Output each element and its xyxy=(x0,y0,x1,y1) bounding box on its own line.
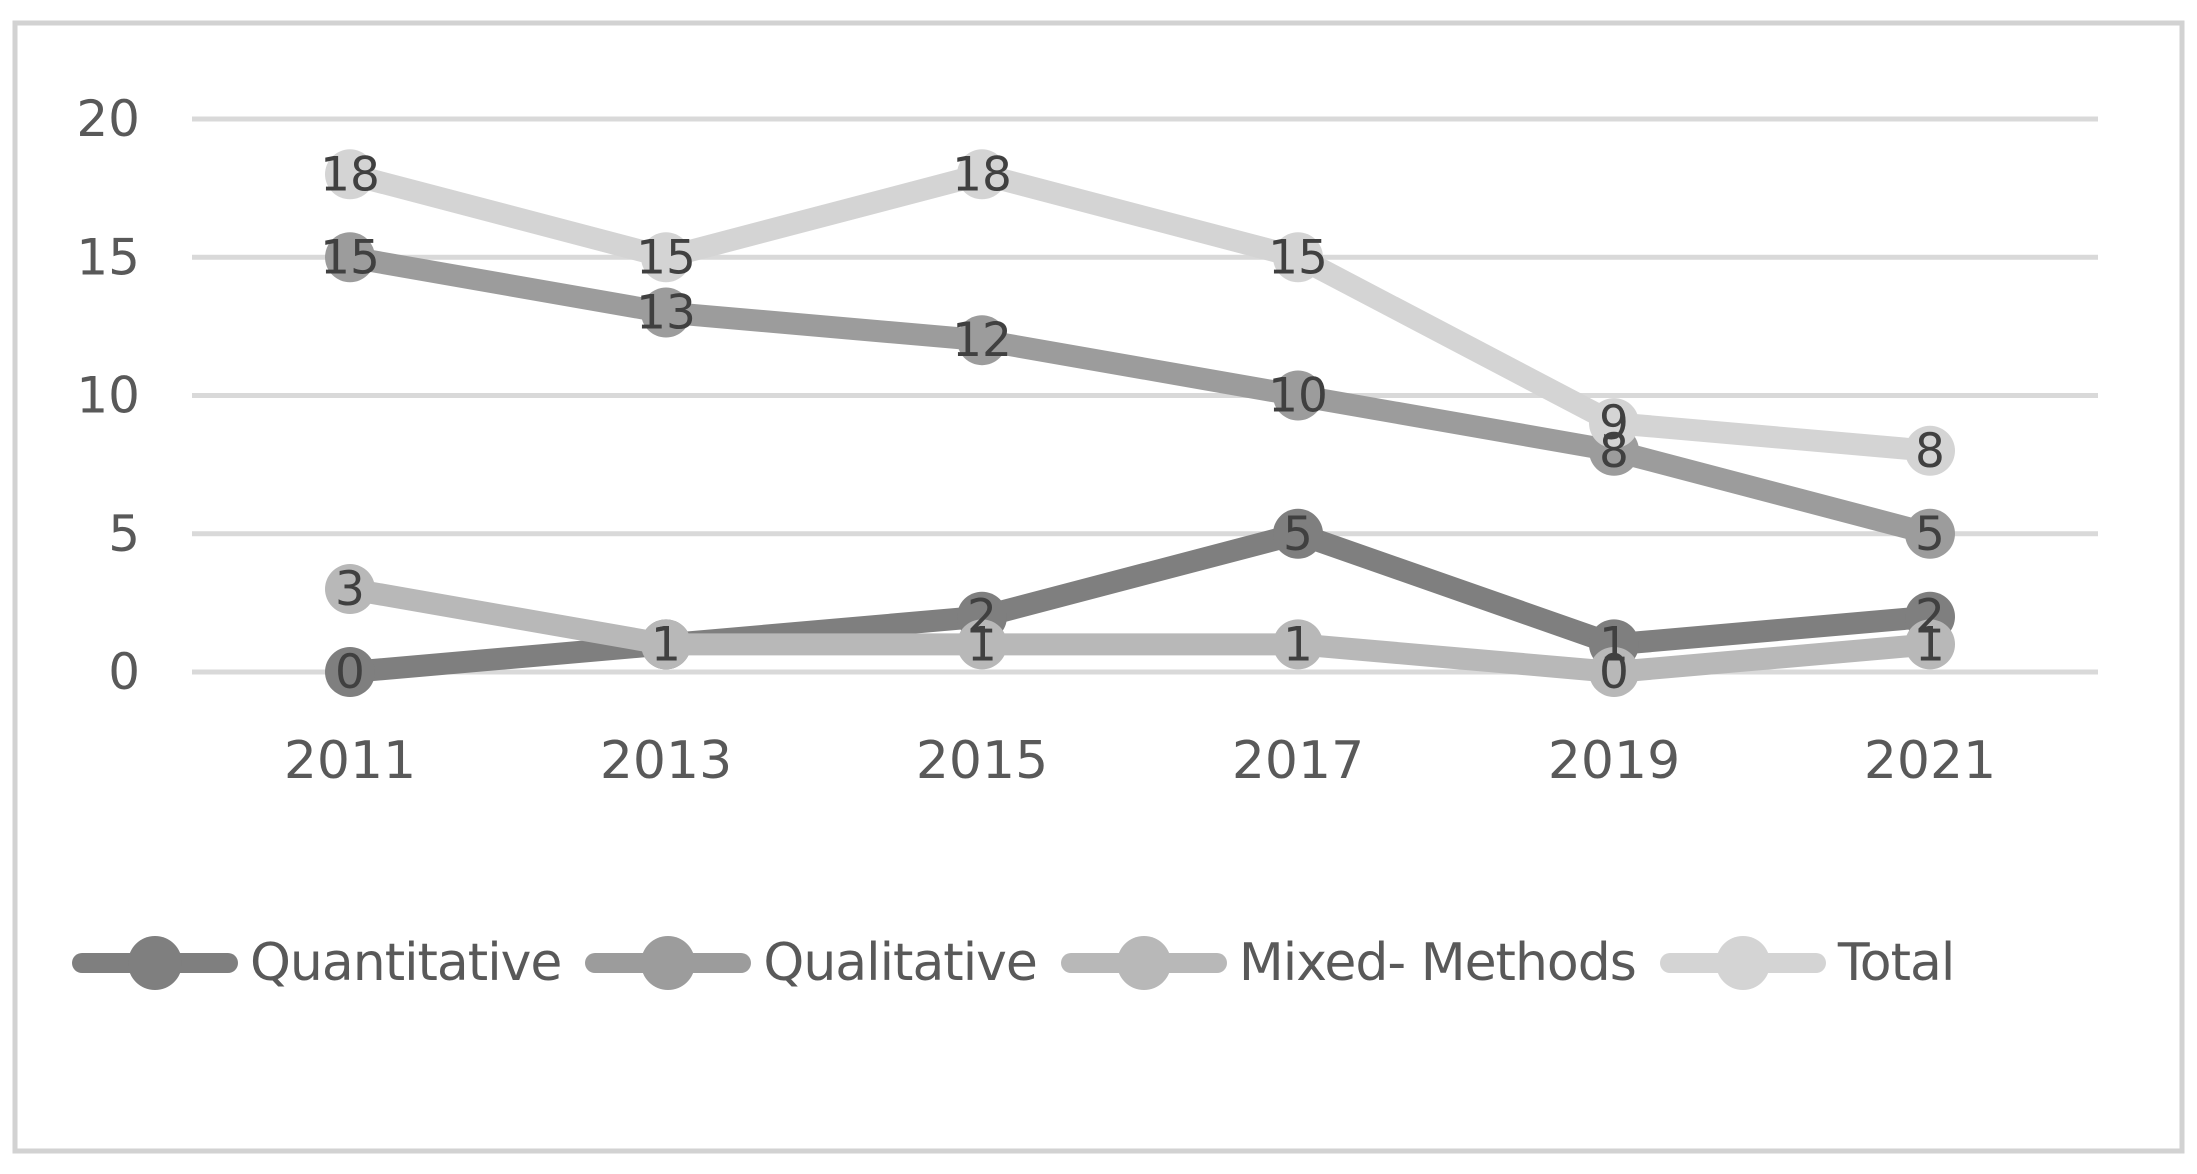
data-label-qualitative: 8 xyxy=(1599,424,1629,479)
data-point-marker xyxy=(1905,508,1955,559)
legend-marker-icon xyxy=(72,936,238,990)
series-mixed-methods xyxy=(325,564,1955,697)
data-label-qualitative: 12 xyxy=(952,313,1012,368)
legend-dot-sample xyxy=(1116,936,1171,990)
y-axis-tick-label: 10 xyxy=(76,367,140,425)
data-label-total: 18 xyxy=(952,147,1012,202)
y-axis-tick-label: 15 xyxy=(76,228,140,286)
legend-item-qualitative[interactable]: Qualitative xyxy=(583,928,1038,998)
legend-item-total[interactable]: Total xyxy=(1658,928,1955,998)
data-point-marker xyxy=(1273,232,1323,283)
series-line-qualitative xyxy=(339,246,1941,545)
legend-dot-sample xyxy=(1715,936,1770,990)
data-label-mixed-methods: 3 xyxy=(335,562,365,617)
chart-legend: Quantitative Qualitative Mixed- Methods Tot… xyxy=(70,928,2130,998)
legend-dot-sample xyxy=(128,936,182,990)
data-label-qualitative: 5 xyxy=(1915,507,1945,562)
data-label-quantitative: 2 xyxy=(1915,590,1945,645)
data-label-total: 15 xyxy=(636,230,696,285)
series-line-mixed-methods xyxy=(339,578,1941,683)
legend-marker-icon xyxy=(585,936,752,990)
data-label-total: 18 xyxy=(320,147,380,202)
x-axis-tick-label: 2021 xyxy=(1864,731,1996,791)
data-point-marker xyxy=(957,149,1007,200)
x-axis-tick-label: 2019 xyxy=(1548,731,1680,791)
data-point-marker xyxy=(957,315,1007,366)
data-point-marker xyxy=(641,232,691,283)
data-label-mixed-methods: 0 xyxy=(1599,645,1629,700)
data-point-marker xyxy=(1589,398,1639,449)
x-axis-tick-label: 2013 xyxy=(600,731,732,791)
data-point-marker xyxy=(325,647,375,697)
data-point-marker xyxy=(641,287,691,338)
data-point-marker xyxy=(1273,508,1323,559)
data-label-mixed-methods: 1 xyxy=(1915,617,1945,672)
data-label-total: 15 xyxy=(1268,230,1328,285)
legend-marker-icon xyxy=(1060,936,1227,990)
legend-marker-icon xyxy=(1659,936,1826,990)
series-line-quantitative xyxy=(339,522,1941,683)
x-axis-tick-label: 2015 xyxy=(916,731,1048,791)
data-point-marker xyxy=(325,232,375,283)
data-label-qualitative: 13 xyxy=(636,286,696,341)
data-label-total: 9 xyxy=(1599,396,1629,451)
legend-label: Mixed- Methods xyxy=(1238,933,1637,993)
data-label-quantitative: 0 xyxy=(335,645,365,700)
data-point-marker xyxy=(641,619,691,670)
data-point-marker xyxy=(1273,619,1323,670)
y-axis-tick-label: 5 xyxy=(108,505,140,563)
chart-border xyxy=(12,20,2185,1154)
x-axis-tick-label: 2017 xyxy=(1232,731,1364,791)
legend-item-quantitative[interactable]: Quantitative xyxy=(70,928,562,998)
data-label-mixed-methods: 1 xyxy=(967,617,997,672)
data-label-mixed-methods: 1 xyxy=(651,617,681,672)
series-line-total xyxy=(339,163,1941,462)
data-label-quantitative: 2 xyxy=(967,590,997,645)
x-axis-tick-label: 2011 xyxy=(284,731,416,791)
data-point-marker xyxy=(1905,619,1955,670)
series-total xyxy=(325,149,1955,476)
data-label-total: 8 xyxy=(1915,424,1945,479)
legend-item-mixed-methods[interactable]: Mixed- Methods xyxy=(1059,928,1637,998)
data-point-marker xyxy=(957,619,1007,670)
data-label-quantitative: 1 xyxy=(1599,617,1629,672)
data-label-mixed-methods: 1 xyxy=(1283,617,1313,672)
data-point-marker xyxy=(1905,425,1955,476)
legend-label: Total xyxy=(1837,933,1955,993)
y-axis-tick-label: 0 xyxy=(108,643,140,701)
data-point-marker xyxy=(1589,647,1639,697)
legend-label: Qualitative xyxy=(763,933,1038,993)
legend-label: Quantitative xyxy=(250,933,562,993)
series-qualitative xyxy=(325,232,1955,559)
y-axis-tick-label: 20 xyxy=(76,90,140,148)
data-label-qualitative: 10 xyxy=(1268,369,1328,424)
data-point-marker xyxy=(325,564,375,615)
data-label-quantitative: 1 xyxy=(651,617,681,672)
legend-dot-sample xyxy=(641,936,696,990)
data-point-marker xyxy=(1273,370,1323,421)
data-label-quantitative: 5 xyxy=(1283,507,1313,562)
data-label-qualitative: 15 xyxy=(320,230,380,285)
data-point-marker xyxy=(325,149,375,200)
